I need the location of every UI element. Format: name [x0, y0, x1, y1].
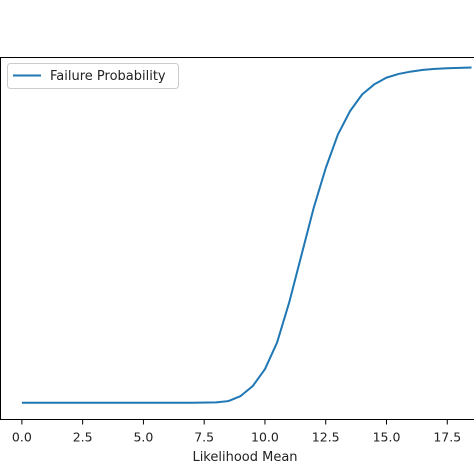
x-tick-label: 2.5 — [73, 430, 93, 445]
x-tick-label: 17.5 — [433, 430, 461, 445]
x-tick-label: 15.0 — [373, 430, 401, 445]
x-tick-label: 7.5 — [194, 430, 214, 445]
x-tick-label: 10.0 — [251, 430, 279, 445]
series-lines — [21, 66, 472, 404]
x-tick-label: 5.0 — [133, 430, 153, 445]
legend: Failure Probability — [7, 63, 179, 89]
x-axis-ticks: 0.0 2.5 5.0 7.5 10.0 12.5 15.0 17.5 — [12, 419, 461, 445]
legend-box — [7, 63, 179, 89]
x-axis-label: Likelihood Mean — [192, 450, 297, 465]
legend-label: Failure Probability — [50, 69, 166, 84]
x-tick-label: 12.5 — [312, 430, 340, 445]
plot-area — [0, 57, 474, 420]
series-line — [21, 66, 472, 404]
x-tick-label: 0.0 — [12, 430, 32, 445]
